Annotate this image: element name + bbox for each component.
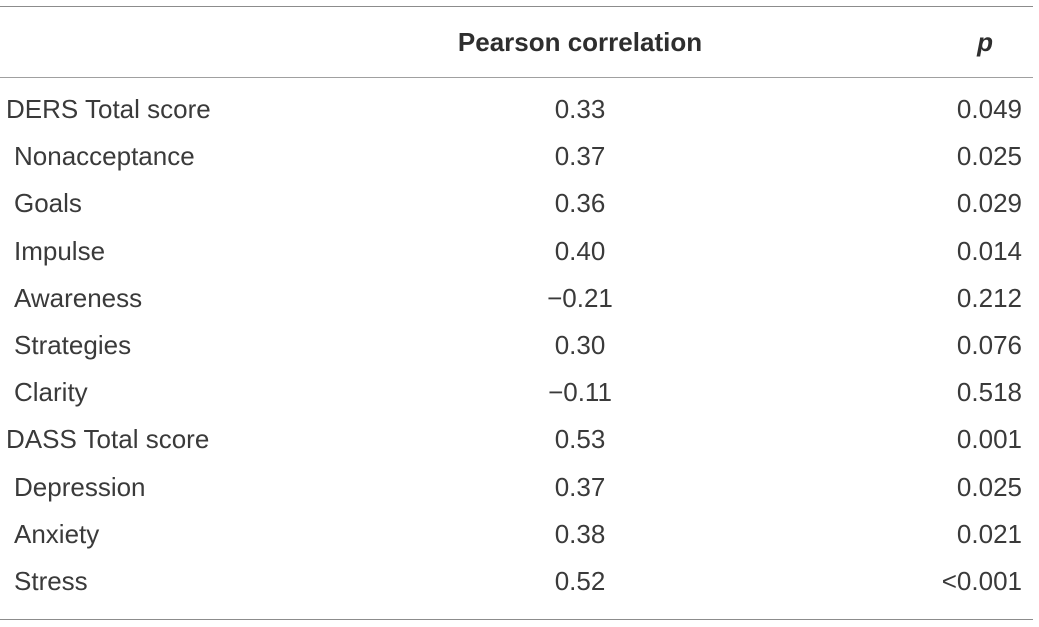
- table-top-rule: [0, 6, 1033, 7]
- row-correlation: 0.37: [554, 141, 606, 172]
- row-p-value: 0.014: [956, 235, 1022, 266]
- row-variable: Nonacceptance: [14, 141, 195, 172]
- row-correlation: 0.53: [554, 424, 606, 455]
- table-row: DASS Total score 0.53 0.001: [0, 417, 1033, 464]
- row-p-value: 0.025: [956, 141, 1022, 172]
- row-variable: Impulse: [14, 235, 106, 266]
- table-header-row: Pearson correlation p: [0, 7, 1033, 77]
- table-row: Stress 0.52 <0.001: [0, 559, 1033, 606]
- row-p-value: 0.025: [956, 471, 1022, 502]
- row-p-value: 0.076: [956, 329, 1022, 360]
- table-row: Goals 0.36 0.029: [0, 181, 1033, 228]
- row-p-value: <0.001: [941, 565, 1022, 596]
- row-correlation: 0.33: [554, 94, 606, 124]
- row-variable: Anxiety: [14, 518, 100, 549]
- table-row: Impulse 0.40 0.014: [0, 229, 1033, 276]
- row-p-value: 0.212: [956, 282, 1022, 313]
- row-p-value: 0.049: [956, 94, 1022, 124]
- row-variable: Goals: [14, 188, 82, 219]
- table-row: DERS Total score 0.33 0.049: [0, 87, 1033, 134]
- row-variable: Depression: [14, 471, 146, 502]
- row-variable: Clarity: [14, 377, 88, 408]
- table-row: Anxiety 0.38 0.021: [0, 512, 1033, 559]
- table-row: Nonacceptance 0.37 0.025: [0, 134, 1033, 181]
- row-variable: DASS Total score: [6, 424, 210, 455]
- table-bottom-rule: [0, 619, 1033, 621]
- header-p-value: p: [977, 27, 993, 57]
- row-correlation: 0.36: [554, 188, 606, 219]
- row-correlation: 0.40: [554, 235, 606, 266]
- row-correlation: −0.11: [548, 377, 612, 408]
- row-correlation: −0.21: [547, 282, 613, 313]
- table-body: DERS Total score 0.33 0.049 Nonacceptanc…: [0, 78, 1033, 619]
- row-correlation: 0.52: [554, 565, 606, 596]
- row-variable: DERS Total score: [6, 94, 211, 124]
- correlation-table: Pearson correlation p DERS Total score 0…: [0, 6, 1033, 621]
- table-row: Awareness −0.21 0.212: [0, 276, 1033, 323]
- row-variable: Awareness: [14, 282, 143, 313]
- row-variable: Strategies: [14, 329, 132, 360]
- row-variable: Stress: [14, 565, 88, 596]
- row-p-value: 0.518: [956, 377, 1022, 408]
- row-correlation: 0.30: [554, 329, 606, 360]
- header-pearson-correlation: Pearson correlation: [457, 27, 703, 57]
- table-row: Clarity −0.11 0.518: [0, 370, 1033, 417]
- table-row: Strategies 0.30 0.076: [0, 323, 1033, 370]
- row-p-value: 0.021: [956, 518, 1022, 549]
- table-row: Depression 0.37 0.025: [0, 465, 1033, 512]
- row-correlation: 0.38: [554, 518, 606, 549]
- row-correlation: 0.37: [554, 471, 606, 502]
- table-header-rule: [0, 77, 1033, 78]
- row-p-value: 0.001: [956, 424, 1022, 455]
- row-p-value: 0.029: [956, 188, 1022, 219]
